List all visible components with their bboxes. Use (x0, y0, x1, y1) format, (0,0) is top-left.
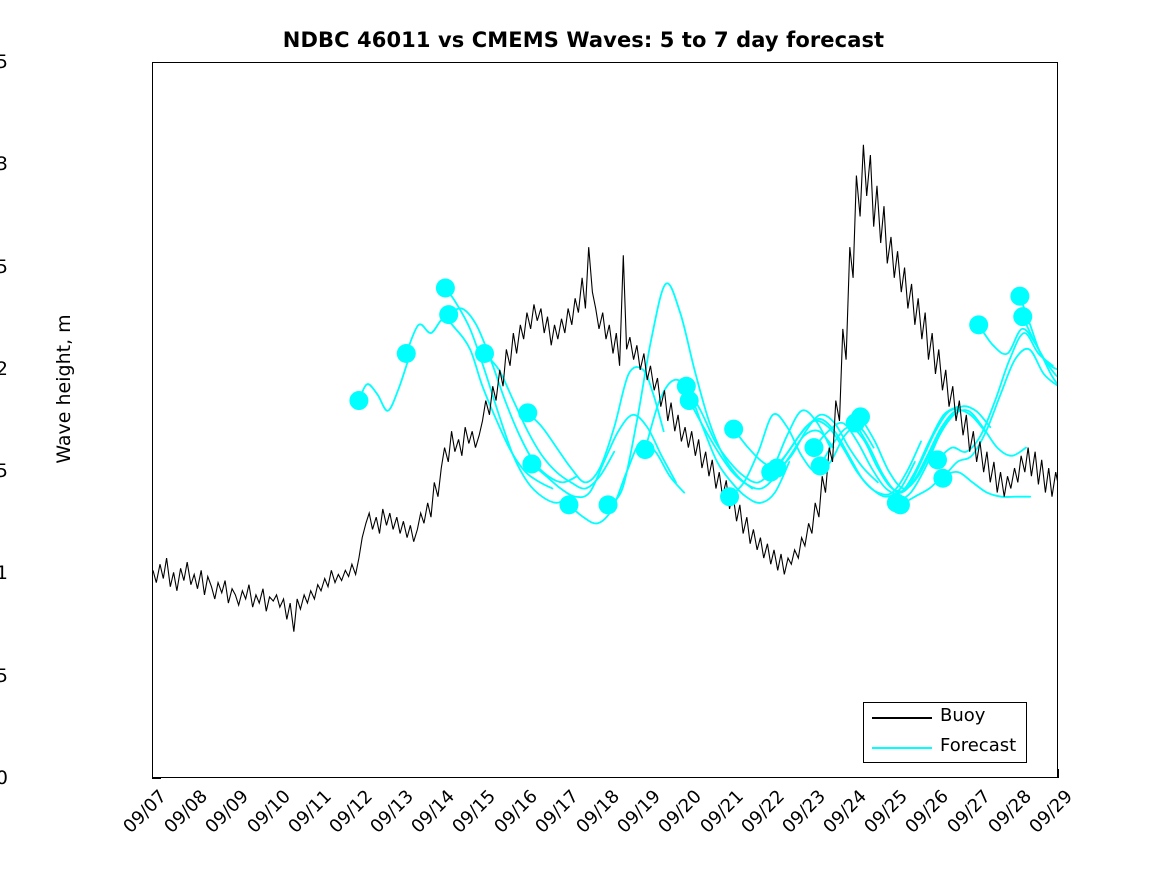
forecast-run-path (977, 323, 1057, 386)
forecast-start-marker[interactable] (933, 468, 953, 488)
forecast-start-marker[interactable] (435, 278, 455, 298)
forecast-start-marker[interactable] (969, 315, 989, 335)
y-axis-label: Wave height, m (53, 313, 75, 464)
forecast-run-path (607, 282, 754, 506)
forecast-run-path (483, 352, 616, 490)
legend-swatch-forecast (872, 747, 932, 749)
forecast-run-path (728, 413, 875, 498)
forecast-run-path (776, 418, 922, 496)
legend-swatch-buoy (872, 717, 932, 719)
legend-item-buoy[interactable]: Buoy (864, 703, 1026, 733)
y-tick-label: 3 (0, 153, 8, 176)
forecast-run-path (1021, 315, 1057, 378)
forecast-run-path (358, 358, 410, 412)
forecast-run-path (530, 413, 677, 499)
forecast-run-path (685, 385, 832, 484)
plot-svg (153, 144, 1057, 632)
forecast-run-path (732, 413, 879, 484)
forecast-start-marker[interactable] (396, 343, 416, 363)
forecast-run-path (644, 378, 791, 504)
y-tick-label: 2.5 (0, 255, 8, 278)
forecast-start-marker[interactable] (679, 391, 699, 411)
legend-label-forecast: Forecast (940, 735, 1017, 756)
forecast-run-path (895, 409, 1027, 504)
forecast-start-marker[interactable] (559, 495, 579, 515)
forecast-start-marker[interactable] (720, 487, 740, 507)
forecast-start-marker[interactable] (635, 440, 655, 460)
forecast-run-path (859, 405, 992, 490)
forecast-start-marker[interactable] (804, 438, 824, 458)
forecast-run-path (813, 405, 959, 495)
legend-label-buoy: Buoy (940, 705, 986, 726)
y-tick-label: 3.5 (0, 51, 8, 73)
forecast-run-path (936, 332, 1054, 461)
forecast-start-marker[interactable] (349, 391, 369, 411)
plot-area (152, 62, 1058, 778)
forecast-run-path (899, 471, 1032, 506)
forecast-run-path (447, 307, 579, 484)
forecast-line-group (358, 282, 1057, 525)
forecast-start-marker[interactable] (676, 376, 696, 396)
forecast-run-path (405, 317, 554, 490)
y-tick-label: 2 (0, 357, 8, 380)
forecast-start-marker[interactable] (1013, 307, 1033, 327)
forecast-marker-group (349, 278, 1033, 515)
forecast-start-marker[interactable] (518, 403, 538, 423)
x-tick-mark (1058, 769, 1060, 778)
forecast-start-marker[interactable] (724, 419, 744, 439)
forecast-run-path (941, 347, 1057, 480)
forecast-start-marker[interactable] (475, 343, 495, 363)
forecast-start-marker[interactable] (890, 495, 910, 515)
forecast-start-marker[interactable] (767, 458, 787, 478)
y-tick-label: 0.5 (0, 664, 8, 687)
y-tick-mark (152, 778, 161, 780)
chart-legend[interactable]: Buoy Forecast (863, 702, 1027, 763)
forecast-start-marker[interactable] (522, 454, 542, 474)
y-tick-label: 0 (0, 767, 8, 789)
forecast-run-path (444, 287, 570, 504)
y-tick-label: 1.5 (0, 460, 8, 483)
forecast-start-marker[interactable] (851, 407, 870, 427)
forecast-start-marker[interactable] (439, 305, 459, 325)
forecast-start-marker[interactable] (810, 456, 830, 476)
forecast-start-marker[interactable] (598, 495, 618, 515)
legend-item-forecast[interactable]: Forecast (864, 733, 1026, 763)
forecast-run-path (688, 399, 835, 490)
forecast-start-marker[interactable] (1010, 286, 1030, 306)
buoy-line-group (153, 144, 1057, 632)
buoy-series-path (153, 144, 1057, 632)
forecast-start-marker[interactable] (928, 450, 948, 470)
chart-title: NDBC 46011 vs CMEMS Waves: 5 to 7 day fo… (282, 28, 885, 52)
y-tick-label: 1 (0, 562, 8, 585)
